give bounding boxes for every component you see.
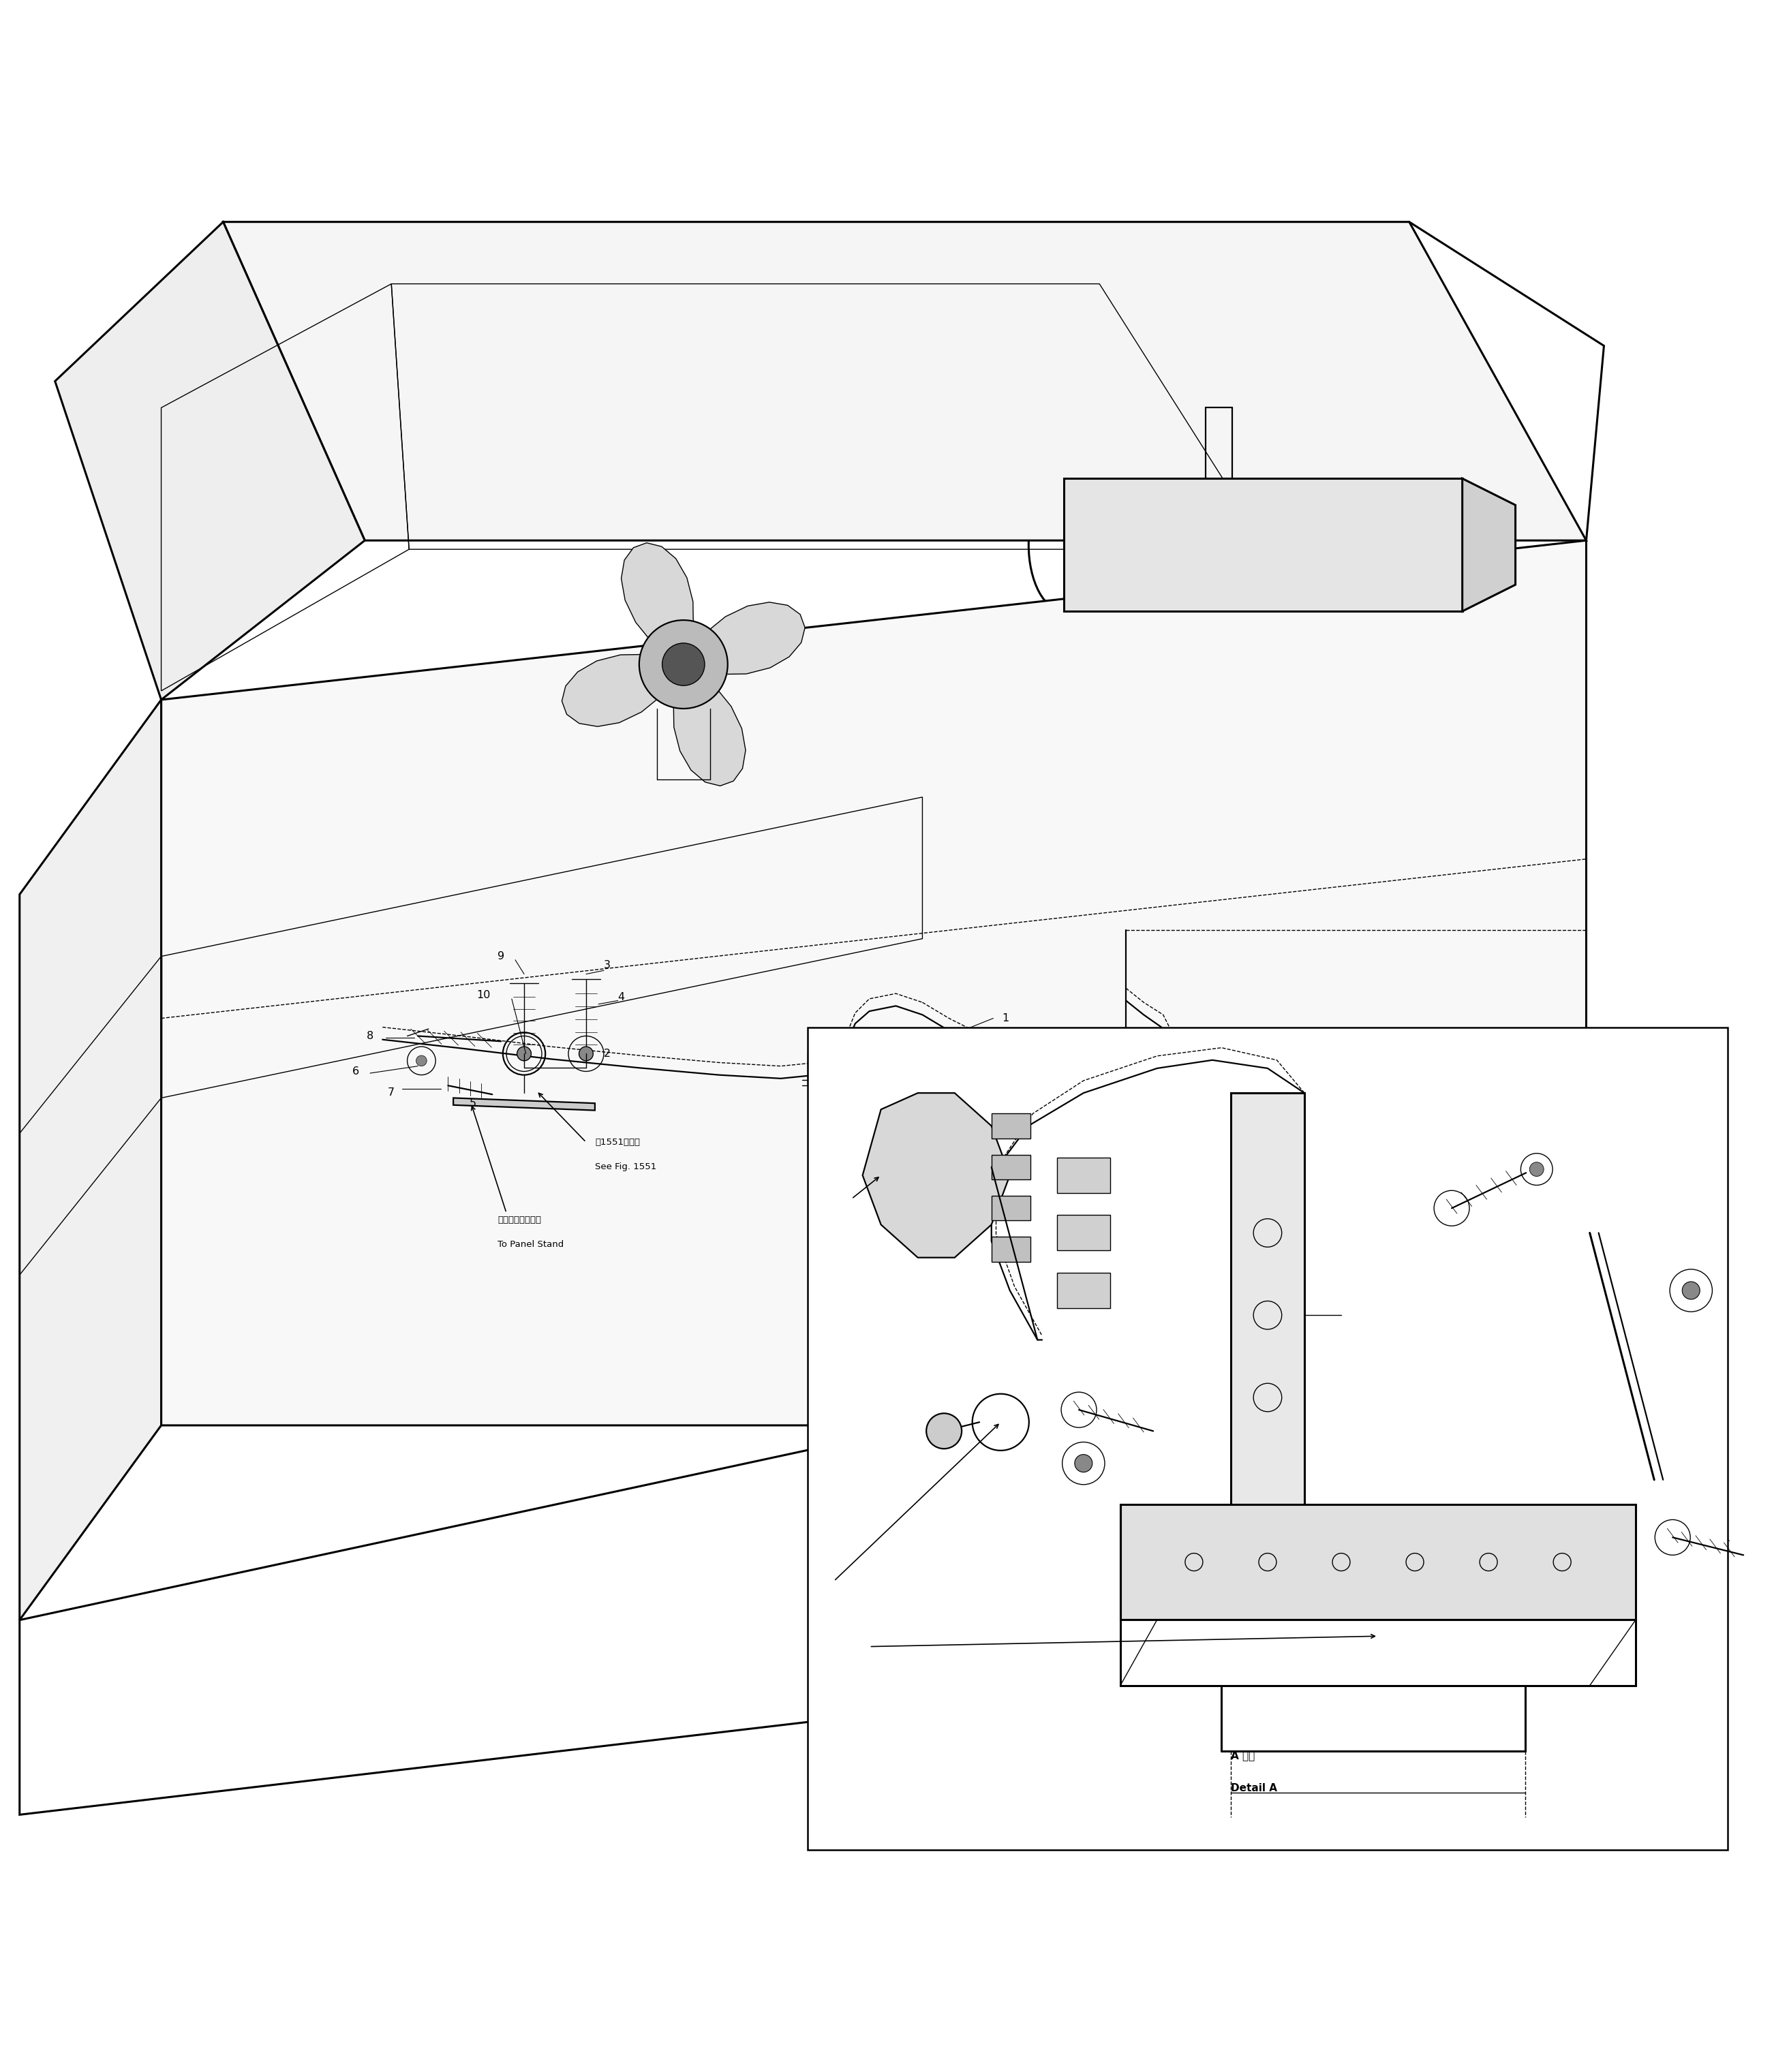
Text: 第4011図参照: 第4011図参照 <box>812 1181 857 1191</box>
Polygon shape <box>1231 1094 1304 1504</box>
Text: 17: 17 <box>1572 1212 1586 1222</box>
Polygon shape <box>224 222 1586 541</box>
Bar <box>1057 1214 1111 1251</box>
Text: 2: 2 <box>603 1048 610 1059</box>
Circle shape <box>1054 1115 1068 1127</box>
Circle shape <box>1075 1455 1093 1473</box>
Text: 18: 18 <box>1687 1500 1701 1510</box>
Circle shape <box>516 1046 530 1061</box>
Bar <box>992 1196 1031 1220</box>
Text: 6: 6 <box>353 1067 360 1077</box>
Bar <box>1064 479 1462 611</box>
Polygon shape <box>161 541 1586 1426</box>
Text: See Fig. 1551: See Fig. 1551 <box>594 1162 656 1171</box>
Polygon shape <box>1462 479 1515 611</box>
Text: 20: 20 <box>1107 1602 1119 1612</box>
Text: Detail A: Detail A <box>1231 1784 1277 1794</box>
Text: 23: 23 <box>871 1075 885 1086</box>
Text: 1: 1 <box>1002 1013 1009 1024</box>
Polygon shape <box>454 1098 594 1111</box>
Text: パネルスタンドへ: パネルスタンドへ <box>497 1216 541 1225</box>
Text: 21: 21 <box>1047 1392 1061 1403</box>
Text: 15: 15 <box>857 1262 871 1272</box>
Bar <box>1057 1272 1111 1307</box>
Bar <box>807 1028 1728 1850</box>
Circle shape <box>1529 1162 1543 1177</box>
Bar <box>992 1113 1031 1138</box>
Text: 11: 11 <box>1304 1301 1318 1312</box>
Polygon shape <box>674 678 745 785</box>
Text: To Panel Stand: To Panel Stand <box>497 1241 564 1249</box>
Text: 12: 12 <box>1442 1187 1456 1198</box>
Polygon shape <box>55 222 365 700</box>
Polygon shape <box>621 543 694 651</box>
Polygon shape <box>862 1094 1009 1258</box>
Text: 第1551図参照: 第1551図参照 <box>594 1138 640 1146</box>
Text: 19: 19 <box>1687 1260 1699 1270</box>
Text: 3: 3 <box>603 959 610 970</box>
Circle shape <box>1682 1283 1699 1299</box>
Text: See Fig. 4011: See Fig. 4011 <box>812 1206 875 1216</box>
Text: A 詳細: A 詳細 <box>1231 1751 1254 1761</box>
Circle shape <box>1178 1212 1206 1241</box>
Text: 11: 11 <box>1224 1125 1236 1135</box>
Text: 14: 14 <box>1002 1347 1017 1357</box>
Text: 22: 22 <box>1102 1467 1116 1477</box>
Text: 11: 11 <box>1206 1220 1219 1231</box>
Circle shape <box>578 1046 593 1061</box>
Circle shape <box>639 620 727 709</box>
Circle shape <box>1061 1285 1079 1301</box>
Bar <box>1057 1158 1111 1193</box>
Text: 12: 12 <box>985 1187 999 1198</box>
Text: A: A <box>1414 1289 1425 1303</box>
Text: 12: 12 <box>985 1129 999 1138</box>
Text: See Fig. 1001: See Fig. 1001 <box>812 1656 875 1664</box>
Text: 17: 17 <box>1311 1264 1325 1274</box>
Text: 10: 10 <box>475 990 490 1001</box>
Text: See Fig. 0221: See Fig. 0221 <box>812 1591 875 1600</box>
Text: 第1001図参照: 第1001図参照 <box>812 1631 857 1639</box>
Text: 7: 7 <box>389 1088 394 1098</box>
Text: 1: 1 <box>1341 1051 1348 1061</box>
Circle shape <box>662 642 704 686</box>
Polygon shape <box>562 655 671 727</box>
Circle shape <box>926 1413 962 1448</box>
Bar <box>992 1154 1031 1179</box>
Text: 第0221図参照: 第0221図参照 <box>812 1566 857 1575</box>
Text: 13: 13 <box>1054 1173 1068 1183</box>
Circle shape <box>1054 1175 1068 1187</box>
Polygon shape <box>697 603 805 673</box>
Text: 16: 16 <box>1075 1318 1089 1328</box>
Text: 8: 8 <box>367 1032 374 1040</box>
Polygon shape <box>1185 1115 1233 1164</box>
Polygon shape <box>1121 1504 1636 1620</box>
Text: 13: 13 <box>1378 1334 1393 1345</box>
Circle shape <box>417 1055 428 1067</box>
Text: 9: 9 <box>497 951 504 961</box>
Polygon shape <box>20 700 161 1620</box>
Text: 5: 5 <box>470 1098 475 1109</box>
Bar <box>992 1237 1031 1262</box>
Text: 4: 4 <box>617 992 624 1003</box>
Text: 13: 13 <box>1054 1113 1068 1123</box>
